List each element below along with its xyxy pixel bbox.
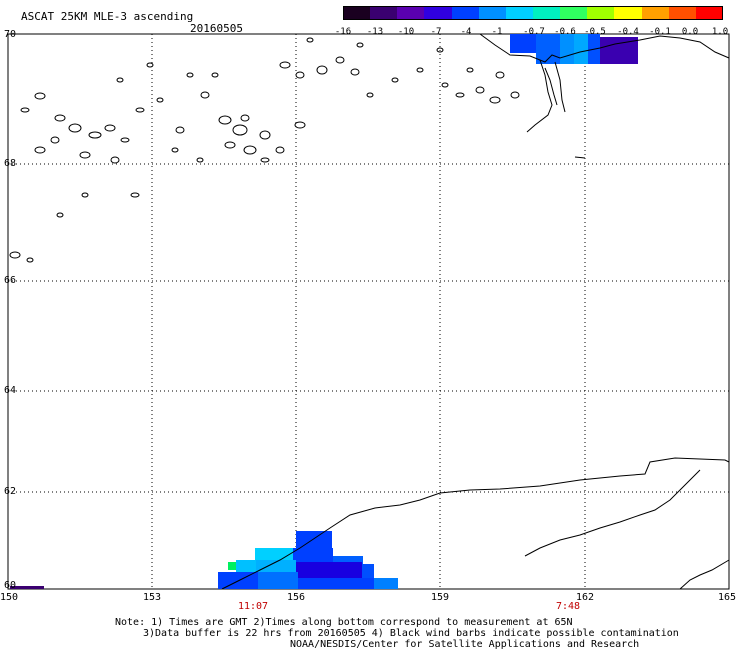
colorbar (343, 6, 724, 20)
footnote-line-2: 3)Data buffer is 22 hrs from 20160505 4)… (143, 628, 679, 639)
colorbar-segment (614, 6, 643, 20)
colorbar-label: 1.0 (711, 27, 729, 37)
lon-label: 159 (430, 592, 450, 603)
colorbar-label: -7 (430, 27, 442, 37)
colorbar-label: 0.0 (681, 27, 699, 37)
lat-label: 66 (4, 275, 17, 286)
colorbar-segment (370, 6, 398, 20)
lon-label: 165 (717, 592, 737, 603)
colorbar-label: -1 (491, 27, 503, 37)
colorbar-label: -0.1 (649, 27, 671, 37)
colorbar-segment (533, 6, 561, 20)
colorbar-label: -10 (397, 27, 415, 37)
colorbar-segment (478, 6, 507, 20)
colorbar-label: -0.4 (617, 27, 639, 37)
colorbar-label: -16 (334, 27, 352, 37)
map-title: ASCAT 25KM MLE-3 ascending (21, 10, 194, 23)
lat-label: 60 (4, 580, 17, 591)
lat-label: 64 (4, 385, 17, 396)
colorbar-label: -0.6 (554, 27, 576, 37)
colorbar-border (343, 6, 723, 20)
pass-time-label: 7:48 (555, 601, 581, 612)
pass-time-label: 11:07 (237, 601, 269, 612)
colorbar-label: -4 (460, 27, 472, 37)
colorbar-segment (587, 6, 615, 20)
lon-label: 156 (286, 592, 306, 603)
lat-label: 70 (4, 29, 17, 40)
colorbar-label: -0.5 (584, 27, 606, 37)
wind-data-top (510, 34, 638, 64)
lat-label: 68 (4, 158, 17, 169)
coastline (221, 33, 730, 590)
swath-edge-marker (10, 586, 44, 589)
colorbar-segment (641, 6, 670, 20)
lon-label: 150 (0, 592, 19, 603)
lon-label: 153 (142, 592, 162, 603)
footnote-credit: NOAA/NESDIS/Center for Satellite Applica… (290, 639, 640, 650)
colorbar-segment (424, 6, 453, 20)
lon-label: 162 (575, 592, 595, 603)
wind-data-bottom (218, 531, 398, 589)
colorbar-segment (397, 6, 425, 20)
map-frame (7, 33, 730, 590)
colorbar-segment (695, 6, 724, 20)
colorbar-label: -0.7 (523, 27, 545, 37)
colorbar-label: -13 (366, 27, 384, 37)
colorbar-segment (451, 6, 480, 20)
map-date: 20160505 (190, 22, 243, 35)
lake-contours (9, 37, 520, 263)
colorbar-segment (668, 6, 697, 20)
colorbar-segment (560, 6, 588, 20)
lat-label: 62 (4, 486, 17, 497)
colorbar-segment (343, 6, 371, 20)
colorbar-segment (505, 6, 534, 20)
footnote-line-1: Note: 1) Times are GMT 2)Times along bot… (115, 617, 573, 628)
graticule-lines (8, 34, 729, 589)
